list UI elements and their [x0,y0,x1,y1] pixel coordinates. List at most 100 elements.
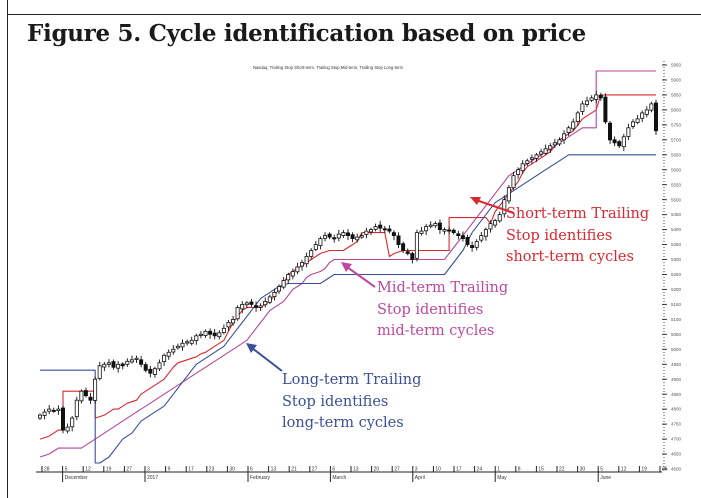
candlestick [83,387,88,398]
y-tick-label: 5350 [671,242,682,247]
y-tick-label: 5850 [671,93,682,98]
candlestick [465,234,470,247]
candle-body [327,233,332,238]
candle-body [180,342,185,348]
x-tick-label: 24 [477,467,483,473]
candle-body [529,157,534,160]
annotation-text-mid-term: Mid-term Trailing Stop identifies mid-te… [377,280,513,339]
x-tick-label: 8 [518,467,521,473]
candle-body [194,335,199,341]
x-tick-label: 23 [209,467,215,473]
candlestick [598,92,603,101]
candle-body [79,390,84,402]
y-tick-label: 5450 [671,212,682,217]
y-tick-label: 5300 [671,257,682,262]
candle-body [221,327,226,333]
candlestick [332,234,337,243]
candle-body [502,199,507,215]
x-tick-label: 19 [106,467,112,473]
candle-body [428,224,433,227]
candle-body [212,332,217,337]
candle-body [598,94,603,99]
candle-body [217,332,222,338]
candlestick [139,355,144,368]
candlestick [166,349,171,360]
x-tick-label: 6 [250,467,253,473]
candle-body [424,226,429,232]
candle-body [580,103,585,112]
candlestick [143,362,148,373]
candlestick [106,359,111,368]
candle-body [575,112,580,123]
candle-body [456,233,461,237]
candle-body [378,224,383,229]
candlestick [194,333,199,345]
candle-body [359,235,364,238]
candle-body [226,321,231,328]
candlestick [116,360,121,373]
annotation-arrow-mid-term [346,266,376,288]
candlestick [120,362,125,370]
candle-body [640,112,645,119]
candlestick [433,221,438,229]
candlestick [267,294,272,305]
candlestick [391,230,396,241]
candle-body [635,118,640,123]
candle-body [258,305,263,308]
candlestick [589,95,594,103]
candle-body [253,305,258,308]
candle-body [631,121,636,127]
candle-body [125,360,130,365]
candle-body [451,229,456,233]
candle-body [539,151,544,155]
candle-body [382,228,387,231]
candle-body [410,253,415,260]
candle-body [74,399,79,418]
y-tick-label: 5900 [671,78,682,83]
y-tick-label: 4750 [671,422,682,427]
candlestick [276,284,281,294]
candle-body [281,280,286,288]
candlestick [548,143,553,153]
candle-body [562,133,567,141]
candlestick [65,423,70,434]
candle-body [350,234,355,239]
candle-body [129,359,134,363]
y-tick-label: 5200 [671,287,682,292]
candle-body [244,302,249,306]
y-tick-label: 5550 [671,182,682,187]
annotation-text-short-term: Short-term Trailing Stop identifies shor… [506,206,654,265]
candle-body [231,318,236,324]
candle-body [364,230,369,235]
x-month-label: May [497,475,507,481]
candlestick [309,248,314,260]
candle-body [617,141,622,147]
candlestick [61,405,66,434]
x-tick-label: 22 [559,467,565,473]
candlestick [566,125,571,136]
candlestick [419,226,424,236]
candlestick [175,343,180,350]
candle-body [626,127,631,137]
candle-body [185,341,190,344]
x-tick-label: 28 [44,467,50,473]
candlestick [47,404,52,415]
candle-body [474,241,479,248]
candle-body [65,426,70,432]
candlestick [364,227,369,239]
candlestick [42,409,47,420]
candlestick [635,114,640,125]
candle-body [621,136,626,148]
candlestick [189,336,194,346]
candle-body [566,127,571,134]
candle-body [345,232,350,236]
candle-body [405,251,410,254]
candlestick [557,137,562,147]
candle-body [368,229,373,233]
candle-body [299,262,304,267]
candle-body [401,243,406,251]
candle-body [309,250,314,257]
candlestick [272,288,277,301]
candle-body [419,230,424,234]
candlestick [447,226,452,234]
